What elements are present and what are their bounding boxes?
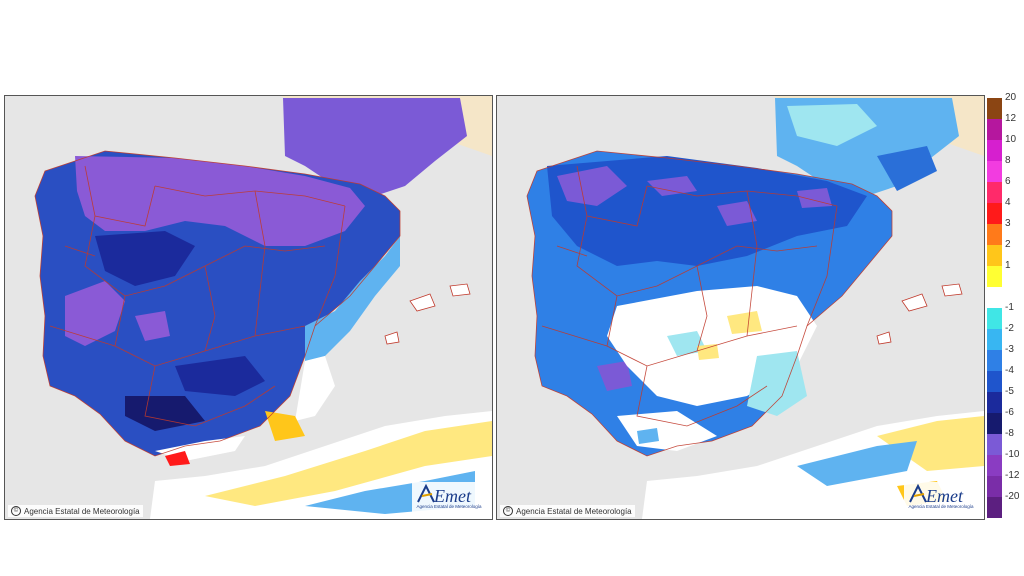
color-scale-legend: 20 12 10 8 6 4 3 2 1 -1 -2 -3 -4 -5 -6 -8 -10 -12 -20	[986, 92, 1022, 518]
legend-label: 8	[1005, 155, 1011, 166]
temperature-map-left	[5, 96, 492, 519]
legend-label: -6	[1005, 407, 1014, 418]
legend-item: 6	[986, 176, 1022, 203]
legend-item: 12	[986, 113, 1022, 140]
legend-swatch	[987, 350, 1002, 371]
map-panel-left: © Agencia Estatal de Meteorología Emet A…	[4, 95, 493, 520]
legend-item: 8	[986, 155, 1022, 182]
legend-swatch	[987, 224, 1002, 245]
legend-label: -10	[1005, 449, 1020, 460]
legend-item: 1	[986, 260, 1022, 287]
legend-item: -1	[986, 302, 1022, 329]
legend-label: -1	[1005, 302, 1014, 313]
legend-label: 1	[1005, 260, 1011, 271]
legend-label: -12	[1005, 470, 1020, 481]
legend-swatch	[987, 266, 1002, 287]
legend-swatch	[987, 455, 1002, 476]
legend-swatch	[987, 497, 1002, 518]
legend-item: -10	[986, 449, 1022, 476]
legend-swatch	[987, 119, 1002, 140]
legend-item: 2	[986, 239, 1022, 266]
legend-swatch	[987, 413, 1002, 434]
credit-label: © Agencia Estatal de Meteorología	[500, 505, 635, 517]
legend-swatch	[987, 245, 1002, 266]
copyright-icon: ©	[11, 506, 21, 516]
legend-swatch	[987, 392, 1002, 413]
logo-subtitle: Agencia Estatal de Meteorología	[908, 504, 974, 509]
legend-item	[986, 287, 1022, 308]
legend-item: -4	[986, 365, 1022, 392]
legend-item: 20	[986, 92, 1022, 119]
legend-item: -3	[986, 344, 1022, 371]
legend-item: -6	[986, 407, 1022, 434]
legend-label: -3	[1005, 344, 1014, 355]
legend-label: 3	[1005, 218, 1011, 229]
aemet-logo: Emet Agencia Estatal de Meteorología	[904, 482, 978, 516]
legend-swatch	[987, 434, 1002, 455]
legend-swatch	[987, 161, 1002, 182]
svg-text:Emet: Emet	[925, 486, 964, 506]
legend-label: 10	[1005, 134, 1017, 145]
credit-text: Agencia Estatal de Meteorología	[516, 506, 632, 516]
legend-swatch	[987, 203, 1002, 224]
legend-swatch	[987, 98, 1002, 119]
legend-item: 3	[986, 218, 1022, 245]
legend-swatch	[987, 371, 1002, 392]
logo-subtitle: Agencia Estatal de Meteorología	[416, 504, 482, 509]
legend-label: 4	[1005, 197, 1011, 208]
legend-label: -2	[1005, 323, 1014, 334]
legend-label: -8	[1005, 428, 1014, 439]
aemet-logo-mark: Emet	[417, 483, 472, 506]
legend-label: 12	[1005, 113, 1017, 124]
aemet-logo: Emet Agencia Estatal de Meteorología	[412, 482, 486, 516]
legend-swatch	[987, 182, 1002, 203]
legend-item: -20	[986, 491, 1022, 518]
legend-swatch	[987, 329, 1002, 350]
legend-label: -20	[1005, 491, 1020, 502]
map-panel-right: © Agencia Estatal de Meteorología Emet A…	[496, 95, 985, 520]
legend-label: -5	[1005, 386, 1014, 397]
legend-swatch	[987, 287, 1002, 308]
legend-item: 10	[986, 134, 1022, 161]
credit-text: Agencia Estatal de Meteorología	[24, 506, 140, 516]
legend-item: -2	[986, 323, 1022, 350]
legend-label: 6	[1005, 176, 1011, 187]
temperature-map-right	[497, 96, 984, 519]
legend-label: -4	[1005, 365, 1014, 376]
copyright-icon: ©	[503, 506, 513, 516]
legend-item: -5	[986, 386, 1022, 413]
svg-text:Emet: Emet	[433, 486, 472, 506]
legend-swatch	[987, 308, 1002, 329]
legend-swatch	[987, 476, 1002, 497]
legend-label: 20	[1005, 92, 1017, 103]
legend-label: 2	[1005, 239, 1011, 250]
legend-item: 4	[986, 197, 1022, 224]
legend-item: -12	[986, 470, 1022, 497]
legend-swatch	[987, 140, 1002, 161]
aemet-logo-mark: Emet	[909, 483, 964, 506]
credit-label: © Agencia Estatal de Meteorología	[8, 505, 143, 517]
legend-item: -8	[986, 428, 1022, 455]
